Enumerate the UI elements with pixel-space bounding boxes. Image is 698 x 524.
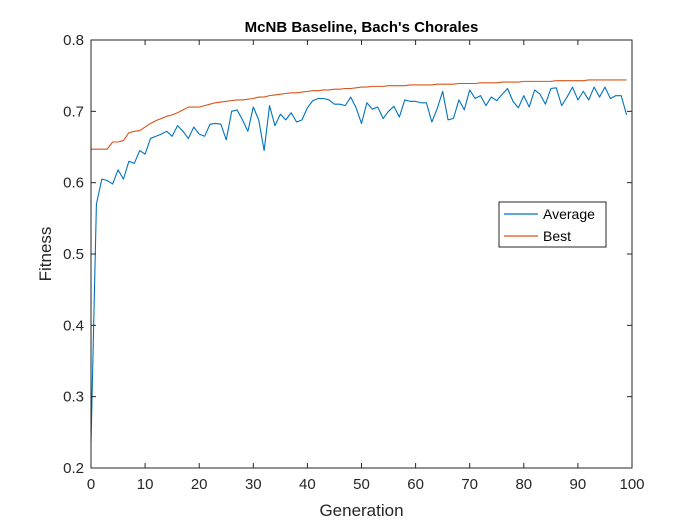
y-tick-label: 0.8 bbox=[63, 32, 84, 49]
x-tick-label: 100 bbox=[619, 476, 644, 493]
x-axis-label: Generation bbox=[319, 501, 403, 520]
series-line-average bbox=[90, 86, 628, 444]
x-tick-label: 90 bbox=[570, 476, 587, 493]
legend-label-best: Best bbox=[543, 228, 571, 244]
x-tick-label: 40 bbox=[299, 476, 316, 493]
y-tick-label: 0.2 bbox=[63, 460, 84, 477]
series-layer bbox=[90, 79, 628, 444]
series-line-best bbox=[91, 79, 627, 150]
y-tick-label: 0.7 bbox=[63, 103, 84, 120]
x-tick-label: 50 bbox=[353, 476, 370, 493]
y-axis-label: Fitness bbox=[36, 227, 55, 282]
x-tick-label: 80 bbox=[515, 476, 532, 493]
y-tick-label: 0.4 bbox=[63, 317, 84, 334]
y-tick-label: 0.3 bbox=[63, 389, 84, 406]
x-tick-label: 0 bbox=[87, 476, 95, 493]
x-tick-label: 20 bbox=[191, 476, 208, 493]
x-tick-label: 60 bbox=[407, 476, 424, 493]
x-tick-label: 70 bbox=[461, 476, 478, 493]
legend-label-average: Average bbox=[543, 206, 595, 222]
legend: Average Best bbox=[498, 201, 607, 248]
plot-area bbox=[91, 40, 632, 468]
y-tick-label: 0.5 bbox=[63, 246, 84, 263]
y-tick-label: 0.6 bbox=[63, 175, 84, 192]
ticks-layer: 0 10 20 30 40 50 60 70 80 90 100 0.2 0.3 0.4 0.5 0.6 0.7… bbox=[63, 32, 644, 493]
x-tick-label: 30 bbox=[245, 476, 262, 493]
chart-title: McNB Baseline, Bach's Chorales bbox=[245, 19, 479, 36]
x-tick-label: 10 bbox=[137, 476, 154, 493]
legend-box bbox=[498, 201, 607, 248]
